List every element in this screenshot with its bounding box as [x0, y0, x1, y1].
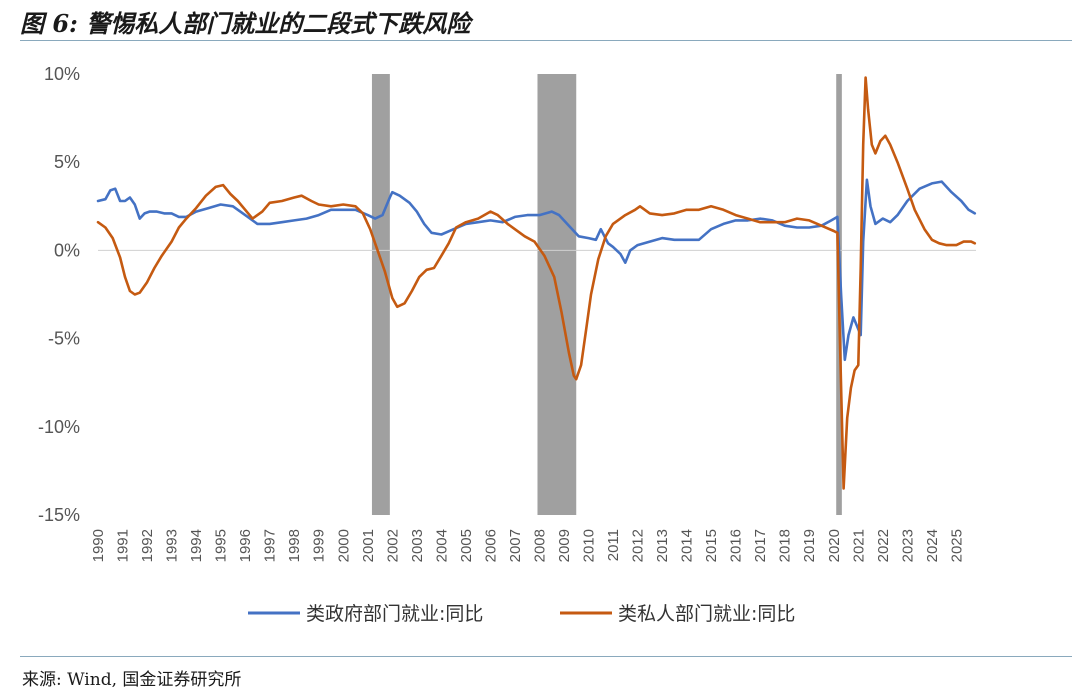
x-tick-label: 1992 — [139, 529, 156, 562]
top-divider — [20, 40, 1072, 41]
x-tick-label: 2007 — [507, 529, 524, 562]
x-tick-label: 2009 — [556, 529, 573, 562]
recession-bands — [371, 74, 842, 515]
source-note: 来源: Wind, 国金证券研究所 — [22, 670, 242, 690]
series-lines — [96, 76, 977, 490]
x-tick-label: 1991 — [115, 529, 132, 562]
x-tick-label: 2022 — [875, 529, 892, 562]
x-tick-label: 2015 — [703, 529, 720, 562]
x-tick-label: 2025 — [948, 529, 965, 562]
x-tick-label: 2021 — [850, 529, 867, 562]
x-axis-ticks: 1990 1991 1992 1993 1994 1995 1996 1997 1998 1999… — [90, 529, 965, 562]
x-tick-label: 2014 — [679, 529, 696, 562]
x-tick-label: 2002 — [384, 529, 401, 562]
x-tick-label: 2003 — [409, 529, 426, 562]
x-tick-label: 2013 — [654, 529, 671, 562]
y-axis-ticks: 10% 5% 0% -5% -10% -15% — [38, 64, 80, 525]
x-tick-label: 2000 — [335, 529, 352, 562]
x-tick-label: 2020 — [826, 529, 843, 562]
x-tick-label: 1999 — [311, 529, 328, 562]
x-tick-label: 2017 — [752, 529, 769, 562]
y-tick-label: -10% — [38, 417, 80, 437]
x-tick-label: 2008 — [531, 529, 548, 562]
bottom-divider — [20, 656, 1072, 657]
x-tick-label: 2023 — [899, 529, 916, 562]
series-line-1 — [96, 76, 977, 490]
line-chart: 10%5%0%-5%-10%-15% 1990 1991 1992 1993 1994 1… — [38, 64, 977, 625]
series-line-0 — [96, 178, 977, 362]
x-tick-label: 2001 — [360, 529, 377, 562]
x-tick-label: 2004 — [433, 529, 450, 562]
x-tick-label: 2024 — [924, 529, 941, 562]
x-tick-label: 1995 — [213, 529, 230, 562]
x-tick-label: 1997 — [262, 529, 279, 562]
y-tick-label: 0% — [54, 240, 80, 260]
legend-label-0: 类政府部门就业:同比 — [306, 603, 483, 625]
x-tick-label: 2011 — [605, 529, 622, 561]
x-tick-label: 1994 — [188, 529, 205, 562]
x-tick-label: 2010 — [581, 529, 598, 562]
x-tick-label: 2006 — [482, 529, 499, 562]
x-tick-label: 2019 — [801, 529, 818, 562]
legend: 类政府部门就业:同比 类私人部门就业:同比 — [248, 603, 795, 625]
x-tick-label: 1990 — [90, 529, 107, 562]
x-tick-label: 2018 — [777, 529, 794, 562]
x-tick-label: 2016 — [728, 529, 745, 562]
y-tick-label: 10% — [44, 64, 80, 84]
x-tick-label: 1993 — [164, 529, 181, 562]
figure-title: 图 6: 警惕私人部门就业的二段式下跌风险 — [20, 9, 471, 38]
x-tick-label: 1998 — [286, 529, 303, 562]
x-tick-label: 2012 — [630, 529, 647, 562]
y-tick-label: -5% — [48, 329, 80, 349]
x-tick-label: 2005 — [458, 529, 475, 562]
y-tick-label: -15% — [38, 505, 80, 525]
x-tick-label: 1996 — [237, 529, 254, 562]
legend-label-1: 类私人部门就业:同比 — [618, 603, 795, 625]
y-tick-label: 5% — [54, 152, 80, 172]
recession-band-0 — [371, 74, 390, 515]
